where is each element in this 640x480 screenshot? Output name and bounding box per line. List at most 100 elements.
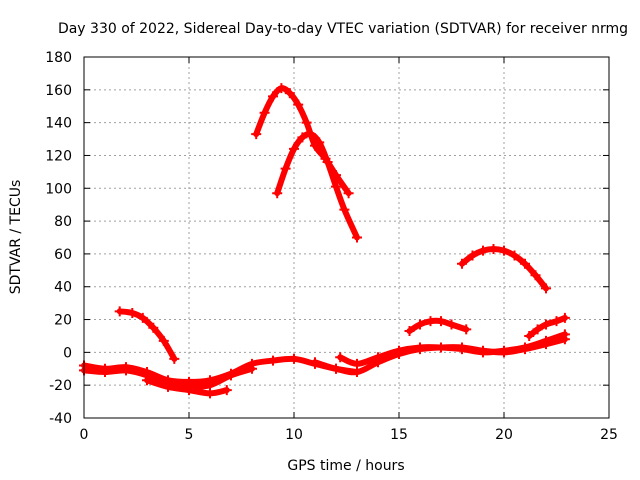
data-point [559, 312, 570, 323]
data-point [415, 344, 425, 355]
data-point [100, 367, 110, 378]
data-point [280, 163, 291, 174]
data-point [436, 316, 446, 327]
data-point [467, 250, 478, 261]
data-point [127, 307, 138, 318]
data-point [314, 137, 325, 148]
data-point [259, 107, 270, 118]
data-point [184, 385, 194, 396]
data-point [394, 349, 404, 360]
data-point [221, 385, 232, 396]
y-tick-label: 60 [54, 247, 72, 263]
plot-frame [83, 56, 610, 419]
data-point [343, 188, 354, 199]
series-arc-6 [524, 312, 570, 341]
data-point [335, 352, 346, 363]
x-tick-label: 25 [600, 427, 618, 443]
data-point [137, 312, 148, 323]
data-point [331, 181, 341, 192]
data-point [268, 91, 278, 102]
y-tick-label: -40 [49, 411, 72, 427]
data-point [446, 319, 457, 330]
y-tick-label: 100 [45, 181, 72, 197]
y-axis-label: SDTVAR / TECUs [8, 180, 24, 295]
data-point [524, 330, 535, 341]
data-point [226, 370, 236, 381]
data-point [247, 363, 257, 374]
series-arc-4 [114, 306, 180, 364]
y-tick-label: 140 [45, 116, 72, 132]
y-tick-label: 120 [45, 148, 72, 164]
data-point [301, 117, 312, 128]
y-tick-label: 40 [54, 280, 72, 296]
data-point [415, 319, 425, 330]
x-tick-label: 15 [390, 427, 408, 443]
x-tick-label: 20 [495, 427, 513, 443]
data-point [276, 83, 287, 94]
data-point [520, 258, 530, 269]
data-point [541, 339, 551, 350]
data-point [541, 283, 551, 294]
plot-data [79, 83, 570, 399]
data-point [339, 204, 350, 215]
x-tick-label: 10 [285, 427, 303, 443]
data-point [148, 322, 159, 333]
series-trace [406, 317, 470, 335]
series-arc-11 [310, 334, 570, 378]
series-arc-3 [457, 243, 551, 294]
data-point [305, 129, 316, 140]
y-tick-label: 80 [54, 214, 72, 230]
data-point [289, 143, 299, 154]
data-point [310, 357, 320, 368]
data-point [509, 250, 520, 261]
data-point [436, 342, 446, 353]
data-point [461, 324, 472, 335]
data-point [352, 232, 362, 243]
chart-title: Day 330 of 2022, Sidereal Day-to-day VTE… [58, 21, 628, 37]
data-point [404, 326, 415, 337]
y-tick-label: 0 [63, 345, 72, 361]
data-point [520, 344, 530, 355]
data-point [478, 245, 488, 256]
x-tick-label: 5 [185, 427, 194, 443]
data-point [373, 357, 383, 368]
x-tick-label: 0 [80, 427, 89, 443]
data-point [499, 347, 509, 358]
data-point [268, 355, 278, 366]
data-point [272, 188, 283, 199]
data-point [457, 342, 467, 353]
data-point [499, 245, 509, 256]
data-point [284, 88, 295, 99]
data-point [478, 345, 488, 356]
data-point [352, 367, 362, 378]
y-tick-label: 180 [45, 50, 72, 66]
x-axis-label: GPS time / hours [287, 458, 404, 474]
data-point [297, 132, 308, 143]
data-point [169, 353, 180, 364]
data-point [457, 258, 467, 269]
y-tick-label: 160 [45, 83, 72, 99]
data-point [163, 381, 173, 392]
series-arc-5 [404, 316, 472, 337]
data-point [551, 316, 562, 327]
series-arc-9 [142, 375, 232, 399]
data-point [425, 316, 436, 327]
data-point [114, 306, 125, 317]
data-point [293, 99, 304, 110]
y-tick-label: 20 [54, 313, 72, 329]
data-point [488, 243, 499, 254]
y-tick-label: -20 [49, 378, 72, 394]
data-point [158, 335, 169, 346]
data-point [322, 157, 333, 168]
data-point [142, 375, 152, 386]
data-point [532, 324, 543, 335]
series-arc-2 [272, 129, 362, 243]
data-point [121, 365, 131, 376]
data-point [530, 270, 541, 281]
data-point [251, 129, 262, 140]
series-trace [274, 130, 360, 241]
data-point [541, 319, 551, 330]
data-point [205, 388, 215, 399]
data-point [289, 353, 299, 364]
